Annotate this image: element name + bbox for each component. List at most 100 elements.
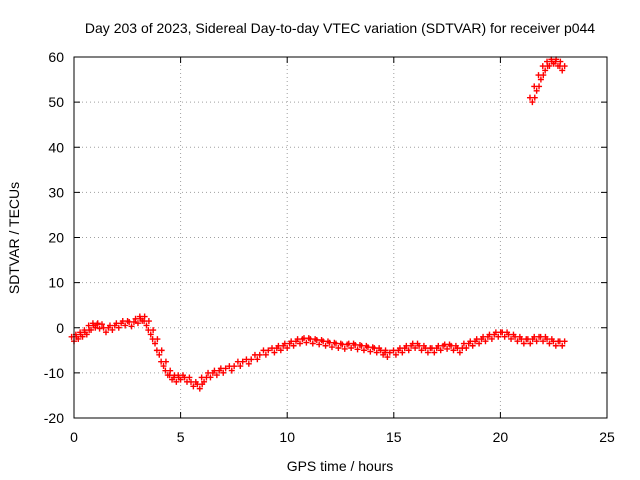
data-point [437, 347, 444, 354]
data-point [150, 327, 157, 334]
data-point [536, 83, 543, 90]
data-point [262, 351, 269, 358]
data-point [450, 347, 457, 354]
data-point [177, 376, 184, 383]
data-point [256, 351, 263, 358]
data-point [418, 347, 425, 354]
x-tick-label: 5 [177, 429, 185, 445]
data-point [463, 345, 470, 351]
data-point [328, 344, 335, 351]
data-point [231, 363, 238, 370]
data-point [559, 342, 566, 349]
data-point [495, 333, 502, 340]
data-point [488, 335, 495, 342]
data-point [79, 333, 86, 340]
data-point [220, 369, 227, 376]
data-point [360, 347, 367, 354]
data-point [501, 333, 508, 340]
data-point [373, 349, 380, 356]
x-tick-label: 25 [599, 429, 615, 445]
data-point [109, 326, 116, 333]
data-point [130, 318, 137, 325]
data-point [134, 320, 141, 327]
data-point [248, 356, 255, 363]
data-point [559, 67, 566, 74]
data-point [520, 340, 527, 347]
grid [74, 57, 607, 418]
data-point [213, 372, 220, 379]
data-point [348, 345, 355, 351]
data-point [122, 322, 129, 329]
data-point [254, 356, 261, 363]
data-point [83, 331, 90, 338]
data-point [412, 345, 419, 351]
data-point [154, 336, 161, 343]
data-point [207, 374, 214, 381]
data-point [290, 342, 297, 349]
data-point [265, 347, 272, 354]
x-axis-label: GPS time / hours [287, 458, 394, 474]
data-point [128, 323, 135, 330]
data-point [354, 346, 361, 353]
data-point [237, 363, 244, 370]
x-tick-label: 10 [279, 429, 295, 445]
y-axis-label: SDTVAR / TECUs [6, 182, 22, 294]
series-group [68, 56, 568, 392]
data-point [537, 76, 544, 83]
data-point [335, 345, 342, 351]
data-point [75, 335, 82, 342]
data-point [482, 338, 489, 345]
data-point [160, 363, 167, 370]
data-point [546, 62, 553, 69]
y-tick-label: -10 [44, 365, 64, 381]
data-point [173, 378, 180, 385]
data-point [296, 340, 303, 347]
y-tick-label: 20 [48, 230, 64, 246]
data-point [546, 340, 553, 347]
y-tick-label: 0 [56, 320, 64, 336]
data-point [98, 321, 105, 328]
data-point [102, 329, 109, 336]
data-point [456, 349, 463, 356]
data-point [152, 340, 159, 347]
data-point [190, 383, 197, 390]
data-point [162, 358, 169, 365]
y-tick-label: 40 [48, 139, 64, 155]
data-point [405, 347, 412, 354]
y-tick-label: 10 [48, 275, 64, 291]
data-point [309, 340, 316, 347]
data-point [96, 325, 103, 332]
data-point [542, 67, 549, 74]
y-tick-label: -20 [44, 410, 64, 426]
data-point [196, 385, 203, 392]
data-point [92, 324, 99, 331]
data-point [367, 348, 374, 355]
data-point [245, 360, 252, 367]
data-point [115, 324, 122, 331]
data-point [561, 63, 568, 70]
data-point [88, 326, 95, 333]
data-point [277, 347, 284, 354]
data-point [540, 72, 547, 79]
data-point [540, 338, 547, 345]
data-point [201, 378, 208, 385]
data-point [222, 365, 229, 372]
y-tick-label: 50 [48, 94, 64, 110]
data-point [384, 354, 391, 361]
data-point [386, 349, 393, 356]
data-series [68, 56, 568, 392]
data-point [284, 345, 291, 351]
data-point [444, 345, 451, 352]
chart-title: Day 203 of 2023, Sidereal Day-to-day VTE… [85, 20, 595, 36]
data-point [529, 99, 536, 106]
data-point [399, 349, 406, 356]
data-point [341, 345, 348, 352]
data-point [228, 367, 235, 374]
data-point [424, 349, 431, 356]
plot-frame [73, 56, 608, 419]
data-point [322, 342, 329, 349]
x-tick-label: 15 [386, 429, 402, 445]
data-point [469, 342, 476, 349]
data-point [508, 335, 515, 342]
